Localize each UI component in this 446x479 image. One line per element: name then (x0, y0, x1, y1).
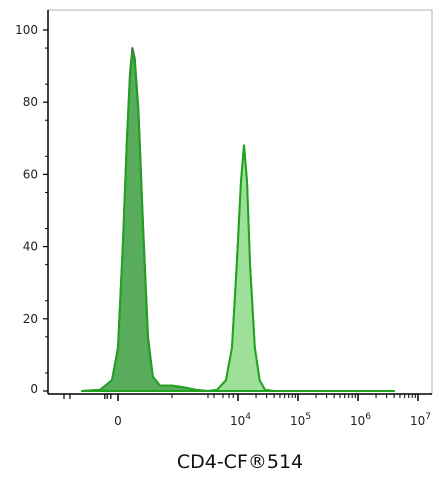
x-tick-exponent: 4 (245, 412, 251, 422)
x-tick-label: 0 (114, 414, 122, 428)
histogram-series-2 (207, 144, 275, 392)
x-tick-base: 0 (114, 414, 122, 428)
y-tick-label: 60 (23, 167, 38, 181)
x-tick-label: 104 (230, 412, 251, 428)
series-layer (81, 47, 395, 392)
y-tick-label: 100 (15, 23, 38, 37)
y-tick-label: 20 (23, 312, 38, 326)
x-axis-label: CD4-CF®514 (177, 451, 303, 473)
x-tick-exponent: 6 (365, 412, 371, 422)
x-tick-base: 10 (350, 414, 365, 428)
x-tick-label: 107 (410, 412, 431, 428)
x-tick-base: 10 (290, 414, 305, 428)
x-tick-base: 10 (230, 414, 245, 428)
x-tick-label: 105 (290, 412, 311, 428)
y-tick-label: 0 (30, 382, 38, 396)
x-tick-base: 10 (410, 414, 425, 428)
x-tick-label: 106 (350, 412, 371, 428)
x-tick-exponent: 5 (305, 412, 311, 422)
y-tick-label: 40 (23, 240, 38, 254)
y-tick-labels: 0 20 40 60 80 100 (15, 23, 38, 396)
axes-layer (43, 10, 432, 401)
x-tick-exponent: 7 (425, 412, 431, 422)
y-tick-label: 80 (23, 95, 38, 109)
x-tick-labels: 0 104 105 106 107 (114, 412, 431, 428)
